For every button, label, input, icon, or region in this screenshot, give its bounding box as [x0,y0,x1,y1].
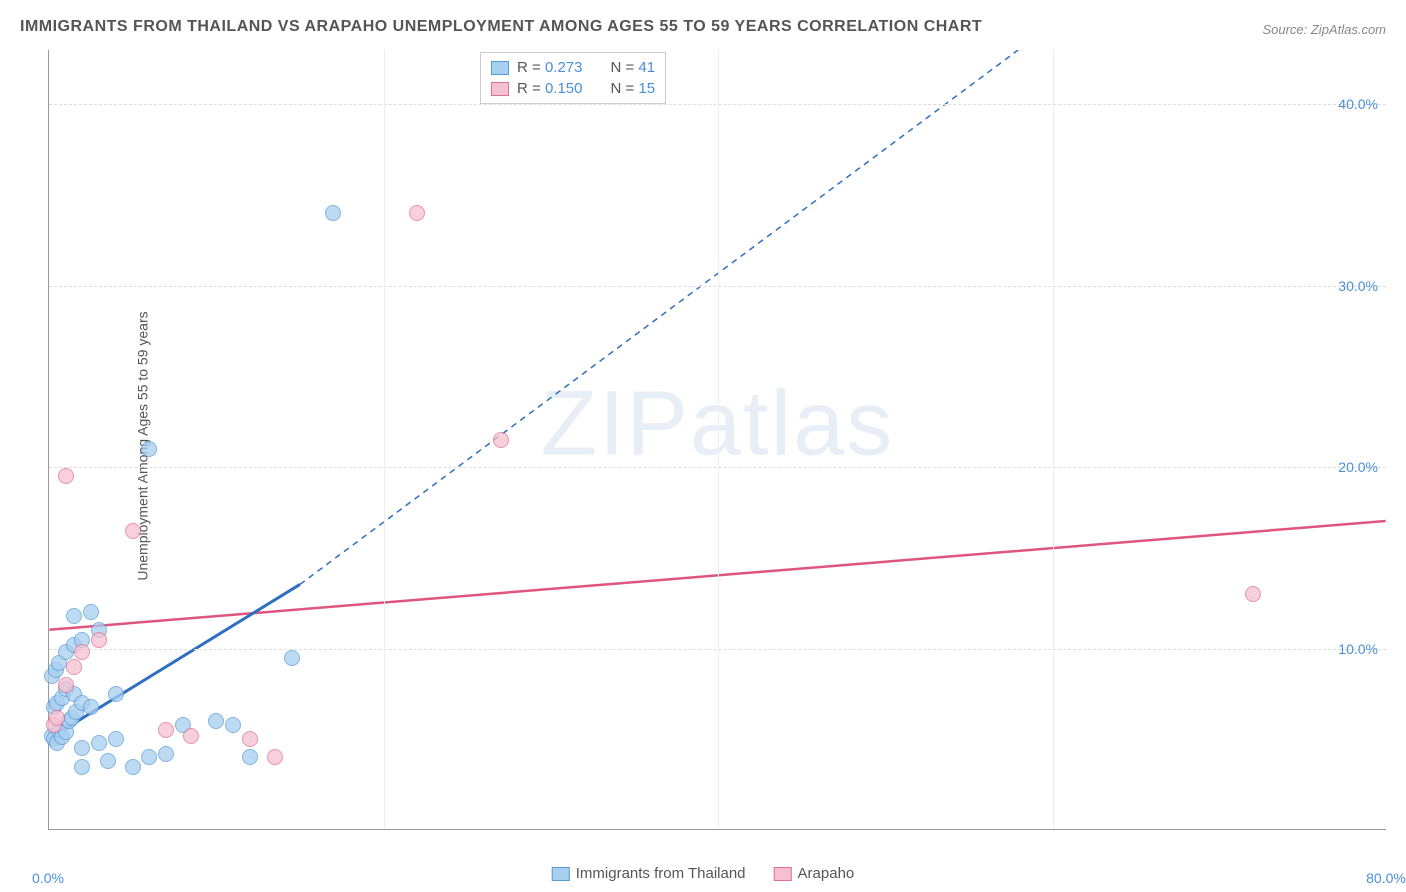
data-point [66,608,82,624]
data-point [284,650,300,666]
data-point [83,699,99,715]
x-tick-label: 0.0% [32,870,64,886]
data-point [242,749,258,765]
data-point [58,468,74,484]
legend-series-item: Arapaho [774,865,855,882]
data-point [125,759,141,775]
data-point [493,432,509,448]
data-point [158,722,174,738]
scatter-plot-area: ZIPatlas 10.0%20.0%30.0%40.0% [48,50,1386,830]
data-point [1245,586,1261,602]
data-point [225,717,241,733]
x-tick-label: 80.0% [1366,870,1406,886]
legend-swatch [774,867,792,881]
y-tick-label: 40.0% [1338,96,1378,112]
legend-correlation-row: R = 0.150 N = 15 [491,78,655,99]
legend-n-label: N = 15 [610,80,655,97]
data-point [74,644,90,660]
data-point [141,749,157,765]
gridline-vertical [1053,50,1054,829]
data-point [108,731,124,747]
y-tick-label: 30.0% [1338,278,1378,294]
data-point [83,604,99,620]
data-point [74,740,90,756]
correlation-legend: R = 0.273 N = 41 R = 0.150 N = 15 [480,52,666,104]
gridline-vertical [718,50,719,829]
data-point [108,686,124,702]
data-point [66,659,82,675]
y-tick-label: 20.0% [1338,459,1378,475]
data-point [91,735,107,751]
data-point [325,205,341,221]
y-tick-label: 10.0% [1338,641,1378,657]
source-attribution: Source: ZipAtlas.com [1262,22,1386,37]
legend-swatch [491,61,509,75]
legend-series-label: Immigrants from Thailand [576,865,746,882]
legend-r-label: R = 0.273 [517,59,582,76]
chart-title: IMMIGRANTS FROM THAILAND VS ARAPAHO UNEM… [20,18,982,36]
data-point [49,710,65,726]
data-point [74,759,90,775]
data-point [183,728,199,744]
data-point [125,523,141,539]
legend-n-label: N = 41 [610,59,655,76]
legend-swatch [552,867,570,881]
data-point [208,713,224,729]
data-point [158,746,174,762]
data-point [58,677,74,693]
legend-swatch [491,82,509,96]
legend-r-label: R = 0.150 [517,80,582,97]
data-point [141,441,157,457]
legend-series-label: Arapaho [798,865,855,882]
legend-correlation-row: R = 0.273 N = 41 [491,57,655,78]
series-legend: Immigrants from Thailand Arapaho [552,865,855,882]
data-point [100,753,116,769]
data-point [267,749,283,765]
data-point [91,632,107,648]
gridline-vertical [384,50,385,829]
legend-series-item: Immigrants from Thailand [552,865,746,882]
data-point [242,731,258,747]
data-point [409,205,425,221]
